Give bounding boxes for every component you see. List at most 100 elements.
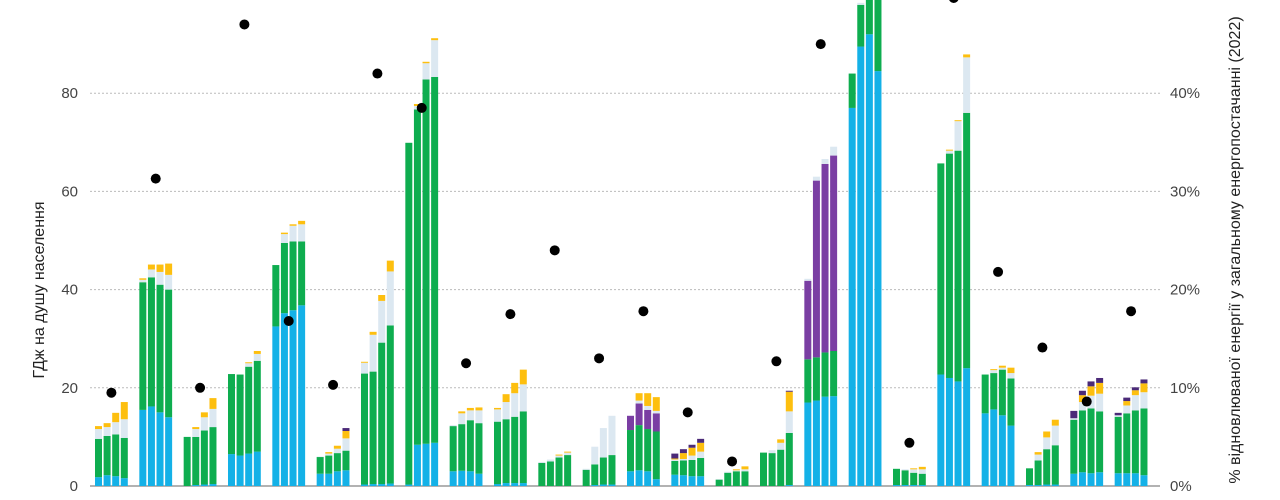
bar-segment-purple bbox=[644, 409, 652, 430]
left-tick-label: 0 bbox=[70, 478, 78, 495]
right-tick-label: 40% bbox=[1170, 85, 1200, 102]
bar-segment-yellow bbox=[785, 391, 793, 412]
bar-segment-blue bbox=[458, 470, 466, 486]
bar-segment-blue bbox=[165, 417, 173, 486]
bar-segment-green bbox=[688, 459, 696, 477]
bar-segment-yellow bbox=[1140, 383, 1148, 393]
bar-segment-green bbox=[981, 374, 989, 414]
bar-segment-blue bbox=[812, 400, 820, 486]
bar-segment-green bbox=[228, 374, 235, 455]
bar-segment-lightblue bbox=[857, 2, 865, 5]
bar-segment-blue bbox=[342, 470, 350, 486]
bar-segment-blue bbox=[200, 484, 208, 486]
bar-segment-yellow bbox=[1123, 401, 1131, 406]
bar-segment-yellow bbox=[945, 149, 953, 151]
renewable-share-dot bbox=[949, 0, 959, 3]
bar-segment-lightblue bbox=[901, 469, 909, 471]
bar-segment-blue bbox=[511, 483, 519, 486]
bar-group bbox=[405, 38, 439, 486]
bar-segment-lightblue bbox=[422, 63, 430, 80]
bar-segment-yellow bbox=[386, 260, 394, 272]
bar-segment-blue bbox=[228, 454, 235, 486]
bar-segment-blue bbox=[466, 471, 474, 486]
bar-segment-blue bbox=[519, 483, 527, 486]
bar-segment-blue bbox=[316, 473, 324, 486]
bar-segment-green bbox=[768, 453, 776, 486]
bar-segment-yellow bbox=[95, 426, 102, 430]
bar-segment-lightblue bbox=[804, 278, 812, 281]
bar-segment-lightblue bbox=[431, 40, 439, 77]
bar-segment-blue bbox=[1007, 425, 1015, 486]
bar-segment-green bbox=[1007, 378, 1015, 426]
bar-segment-green bbox=[821, 352, 829, 397]
bar-segment-blue bbox=[413, 444, 421, 486]
bar-segment-blue bbox=[821, 396, 829, 486]
bar-segment-lightblue bbox=[280, 234, 288, 243]
gridlines bbox=[90, 92, 1160, 487]
bar-groups bbox=[95, 0, 1148, 487]
bar-segment-blue bbox=[1140, 475, 1148, 486]
bar-segment-lightblue bbox=[361, 362, 368, 374]
bar-segment-lightblue bbox=[635, 400, 643, 404]
bar-segment-yellow bbox=[679, 453, 687, 459]
bar-segment-blue bbox=[1114, 473, 1122, 486]
bar-segment-green bbox=[564, 455, 572, 486]
renewable-share-dot bbox=[416, 102, 427, 113]
bar-segment-green bbox=[874, 0, 882, 72]
bar-segment-blue bbox=[494, 484, 501, 486]
bar-segment-lightblue bbox=[519, 384, 527, 412]
bar-segment-yellow bbox=[369, 331, 377, 335]
bar-segment-blue bbox=[209, 484, 217, 486]
renewable-share-dot bbox=[106, 387, 117, 398]
bar-segment-blue bbox=[280, 313, 288, 486]
bar-segment-green bbox=[475, 423, 483, 474]
bar-segment-lightblue bbox=[724, 471, 732, 473]
bar-segment-lightblue bbox=[325, 453, 333, 456]
bar-segment-green bbox=[830, 350, 838, 397]
bar-segment-lightblue bbox=[1131, 395, 1139, 411]
bar-segment-blue bbox=[386, 483, 394, 486]
bar-segment-green bbox=[1096, 411, 1104, 473]
bar-segment-lightblue bbox=[768, 450, 776, 454]
bar-segment-blue bbox=[333, 471, 341, 486]
bar-segment-blue bbox=[369, 484, 377, 486]
bar-segment-green bbox=[671, 460, 679, 475]
bar-segment-lightblue bbox=[1078, 402, 1086, 411]
bar-segment-yellow bbox=[413, 104, 421, 106]
bar-segment-blue bbox=[1043, 484, 1051, 486]
renewable-share-dot bbox=[1081, 396, 1092, 407]
bar-segment-yellow bbox=[378, 295, 386, 301]
bar-segment-yellow bbox=[671, 458, 679, 460]
bar-group bbox=[981, 365, 1015, 486]
bar-segment-lightblue bbox=[918, 469, 926, 474]
bar-segment-green bbox=[1078, 410, 1086, 473]
bar-segment-lightblue bbox=[998, 367, 1006, 370]
bar-group bbox=[937, 54, 971, 486]
bar-segment-green bbox=[369, 371, 377, 485]
bar-segment-blue bbox=[857, 46, 865, 487]
bar-segment-purple bbox=[627, 415, 634, 431]
bar-segment-purple bbox=[652, 413, 660, 432]
bar-segment-blue bbox=[431, 442, 439, 486]
left-axis-title: ГДж на душу населення bbox=[31, 201, 48, 378]
renewable-share-dot bbox=[195, 382, 206, 393]
bar-segment-lightblue bbox=[192, 429, 200, 437]
bar-segment-blue bbox=[963, 368, 971, 486]
renewable-share-dot bbox=[150, 173, 161, 184]
bar-segment-lightblue bbox=[502, 402, 510, 420]
bar-segment-green bbox=[812, 357, 820, 401]
bar-segment-green bbox=[901, 470, 909, 486]
renewable-share-dot bbox=[1037, 342, 1048, 353]
bar-segment-blue bbox=[1096, 472, 1104, 486]
bar-segment-purple bbox=[812, 180, 820, 358]
bar-segment-green bbox=[1131, 410, 1139, 474]
bar-segment-green bbox=[519, 411, 527, 484]
bar-segment-green bbox=[910, 472, 918, 486]
bar-segment-blue bbox=[253, 451, 261, 486]
bar-segment-lightblue bbox=[652, 410, 660, 414]
bar-segment-darkpurple bbox=[679, 449, 687, 454]
bar-segment-green bbox=[599, 457, 607, 485]
bar-group bbox=[715, 466, 749, 486]
bar-segment-blue bbox=[785, 485, 793, 486]
